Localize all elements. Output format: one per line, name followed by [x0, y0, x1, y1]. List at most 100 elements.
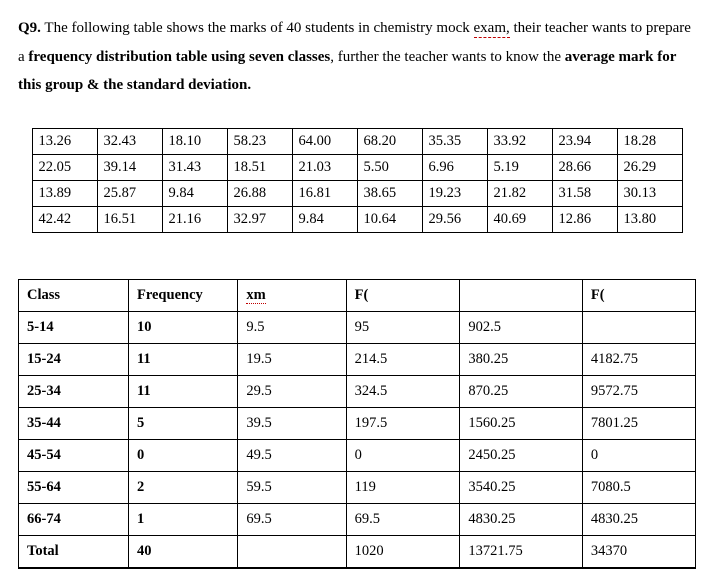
question-text: Q9. The following table shows the marks … — [18, 14, 696, 100]
marks-cell: 30.13 — [617, 180, 682, 206]
header-frequency: Frequency — [128, 279, 237, 311]
freq-cell: 25-34 — [19, 375, 129, 407]
freq-cell: 902.5 — [460, 311, 582, 343]
marks-row: 42.4216.5121.1632.979.8410.6429.5640.691… — [32, 206, 682, 232]
freq-cell: 11 — [128, 343, 237, 375]
marks-cell: 31.43 — [162, 154, 227, 180]
freq-cell: 10 — [128, 311, 237, 343]
question-bold1: frequency distribution table using seven… — [28, 49, 330, 65]
freq-cell: 35-44 — [19, 407, 129, 439]
marks-cell: 38.65 — [357, 180, 422, 206]
freq-row: 45-54049.502450.250 — [19, 439, 696, 471]
marks-cell: 58.23 — [227, 128, 292, 154]
marks-row: 22.0539.1431.4318.5121.035.506.965.1928.… — [32, 154, 682, 180]
freq-cell: 5 — [128, 407, 237, 439]
marks-cell: 40.69 — [487, 206, 552, 232]
freq-cell: 66-74 — [19, 503, 129, 535]
freq-cell: 69.5 — [346, 503, 460, 535]
freq-cell: 49.5 — [238, 439, 346, 471]
header-blank — [460, 279, 582, 311]
marks-cell: 13.80 — [617, 206, 682, 232]
freq-cell: 11 — [128, 375, 237, 407]
marks-cell: 18.10 — [162, 128, 227, 154]
marks-cell: 26.88 — [227, 180, 292, 206]
freq-cell: 2 — [128, 471, 237, 503]
freq-cell: 55-64 — [19, 471, 129, 503]
question-part1: The following table shows the marks of 4… — [41, 20, 474, 36]
freq-cell: 19.5 — [238, 343, 346, 375]
freq-cell: 69.5 — [238, 503, 346, 535]
freq-cell: 15-24 — [19, 343, 129, 375]
marks-cell: 42.42 — [32, 206, 97, 232]
header-xm: xm — [238, 279, 346, 311]
marks-cell: 28.66 — [552, 154, 617, 180]
marks-cell: 9.84 — [292, 206, 357, 232]
question-label: Q9. — [18, 20, 41, 36]
marks-table: 13.2632.4318.1058.2364.0068.2035.3533.92… — [32, 128, 683, 233]
marks-cell: 29.56 — [422, 206, 487, 232]
freq-cell — [582, 311, 695, 343]
freq-cell: 0 — [582, 439, 695, 471]
marks-cell: 18.51 — [227, 154, 292, 180]
marks-cell: 35.35 — [422, 128, 487, 154]
header-class: Class — [19, 279, 129, 311]
freq-row: 66-74169.569.54830.254830.25 — [19, 503, 696, 535]
freq-cell: 0 — [346, 439, 460, 471]
freq-cell: 870.25 — [460, 375, 582, 407]
marks-cell: 68.20 — [357, 128, 422, 154]
marks-cell: 9.84 — [162, 180, 227, 206]
marks-cell: 16.81 — [292, 180, 357, 206]
freq-cell: 9572.75 — [582, 375, 695, 407]
marks-cell: 21.16 — [162, 206, 227, 232]
marks-cell: 22.05 — [32, 154, 97, 180]
freq-cell: 3540.25 — [460, 471, 582, 503]
freq-cell: 39.5 — [238, 407, 346, 439]
freq-total-cell: 40 — [128, 535, 237, 568]
marks-cell: 21.82 — [487, 180, 552, 206]
question-part3: , further the teacher wants to know the — [330, 49, 565, 65]
freq-cell: 1560.25 — [460, 407, 582, 439]
marks-cell: 39.14 — [97, 154, 162, 180]
freq-cell: 324.5 — [346, 375, 460, 407]
freq-cell: 4182.75 — [582, 343, 695, 375]
marks-cell: 23.94 — [552, 128, 617, 154]
freq-cell: 95 — [346, 311, 460, 343]
marks-cell: 25.87 — [97, 180, 162, 206]
freq-cell: 119 — [346, 471, 460, 503]
freq-cell: 1 — [128, 503, 237, 535]
marks-cell: 31.58 — [552, 180, 617, 206]
freq-cell: 197.5 — [346, 407, 460, 439]
marks-cell: 6.96 — [422, 154, 487, 180]
freq-cell: 7801.25 — [582, 407, 695, 439]
freq-cell: 2450.25 — [460, 439, 582, 471]
freq-total-cell — [238, 535, 346, 568]
marks-cell: 5.50 — [357, 154, 422, 180]
marks-cell: 26.29 — [617, 154, 682, 180]
marks-row: 13.8925.879.8426.8816.8138.6519.2321.823… — [32, 180, 682, 206]
marks-cell: 19.23 — [422, 180, 487, 206]
marks-cell: 13.26 — [32, 128, 97, 154]
xm-label: xm — [246, 287, 265, 304]
freq-total-row: Total40102013721.7534370 — [19, 535, 696, 568]
marks-cell: 10.64 — [357, 206, 422, 232]
freq-row: 5-14109.595902.5 — [19, 311, 696, 343]
freq-cell: 5-14 — [19, 311, 129, 343]
freq-row: 25-341129.5324.5870.259572.75 — [19, 375, 696, 407]
freq-cell: 4830.25 — [460, 503, 582, 535]
marks-cell: 18.28 — [617, 128, 682, 154]
header-f2: F( — [582, 279, 695, 311]
freq-cell: 9.5 — [238, 311, 346, 343]
marks-cell: 64.00 — [292, 128, 357, 154]
marks-cell: 16.51 — [97, 206, 162, 232]
marks-cell: 32.43 — [97, 128, 162, 154]
freq-cell: 380.25 — [460, 343, 582, 375]
marks-cell: 5.19 — [487, 154, 552, 180]
freq-total-cell: 34370 — [582, 535, 695, 568]
freq-cell: 29.5 — [238, 375, 346, 407]
freq-header-row: Class Frequency xm F( F( — [19, 279, 696, 311]
freq-cell: 0 — [128, 439, 237, 471]
header-f1: F( — [346, 279, 460, 311]
marks-cell: 12.86 — [552, 206, 617, 232]
marks-table-wrap: 13.2632.4318.1058.2364.0068.2035.3533.92… — [18, 128, 696, 233]
freq-row: 55-64259.51193540.257080.5 — [19, 471, 696, 503]
